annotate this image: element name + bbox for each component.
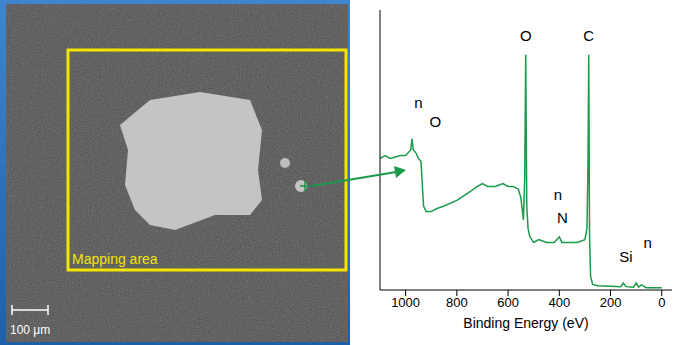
svg-text:0: 0: [658, 295, 665, 310]
svg-text:100 μm: 100 μm: [10, 323, 50, 337]
svg-text:N: N: [557, 209, 568, 226]
svg-text:O: O: [429, 113, 441, 130]
svg-text:200: 200: [600, 295, 622, 310]
svg-text:1000: 1000: [391, 295, 420, 310]
svg-text:O: O: [520, 27, 532, 44]
svg-text:600: 600: [497, 295, 519, 310]
svg-text:Binding Energy (eV): Binding Energy (eV): [463, 315, 588, 331]
svg-text:n: n: [554, 186, 562, 203]
svg-text:n: n: [643, 234, 651, 251]
svg-text:C: C: [583, 27, 594, 44]
svg-text:400: 400: [548, 295, 570, 310]
svg-text:Mapping area: Mapping area: [72, 251, 158, 267]
svg-text:n: n: [414, 94, 422, 111]
svg-text:800: 800: [446, 295, 468, 310]
svg-text:Si: Si: [619, 248, 632, 265]
